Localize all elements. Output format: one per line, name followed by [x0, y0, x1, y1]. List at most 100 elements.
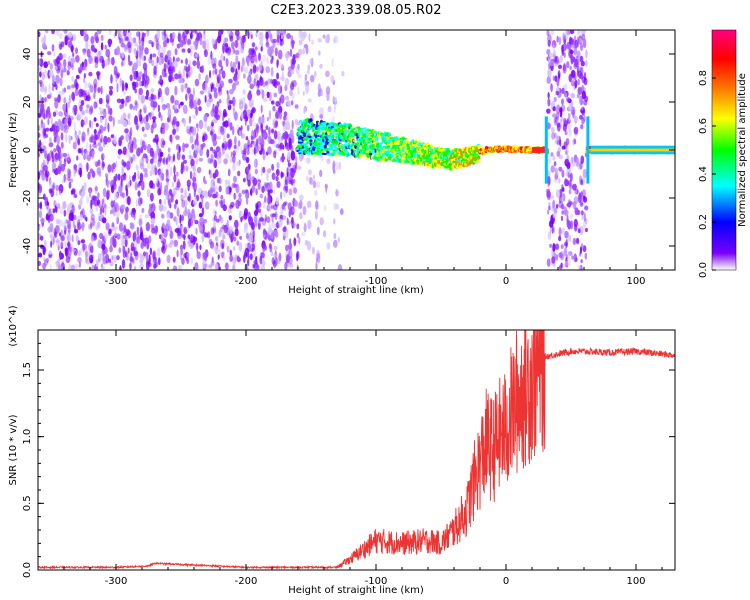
noise-speckle — [271, 217, 274, 222]
noise-speckle — [275, 197, 279, 205]
snr-frame — [37, 329, 676, 571]
noise-speckle — [75, 55, 80, 63]
noise-speckle — [212, 63, 217, 69]
noise-speckle — [580, 124, 584, 130]
ridge-cell — [390, 153, 394, 158]
noise-speckle — [265, 80, 269, 86]
noise-speckle — [90, 44, 95, 52]
noise-speckle — [281, 120, 286, 126]
noise-speckle — [303, 222, 307, 233]
noise-speckle — [100, 42, 104, 51]
noise-speckle — [126, 228, 130, 236]
noise-speckle — [196, 125, 199, 135]
noise-speckle — [236, 124, 240, 131]
noise-speckle — [229, 186, 232, 193]
noise-speckle — [291, 119, 294, 130]
noise-speckle — [234, 228, 239, 237]
ridge-cell — [346, 153, 350, 157]
noise-speckle — [50, 117, 54, 126]
noise-speckle — [251, 42, 256, 48]
ridge-cell — [410, 153, 414, 158]
noise-speckle — [271, 222, 276, 229]
noise-speckle — [63, 158, 67, 167]
ridge-cell — [348, 140, 352, 143]
noise-speckle — [136, 147, 141, 157]
noise-speckle — [258, 63, 261, 71]
noise-speckle — [184, 143, 189, 148]
ridge-cell — [311, 135, 315, 140]
noise-speckle — [186, 73, 189, 79]
noise-speckle — [98, 146, 104, 152]
noise-speckle — [121, 159, 125, 166]
noise-speckle — [227, 168, 231, 177]
carrier-core — [532, 147, 545, 153]
noise-speckle — [183, 117, 186, 127]
noise-speckle — [181, 257, 185, 265]
ridge-cell — [306, 131, 310, 134]
noise-speckle — [51, 184, 56, 191]
colorbar-ticks: 0.00.20.40.60.8 — [698, 70, 716, 278]
noise-speckle — [261, 185, 265, 194]
noise-speckle — [316, 226, 320, 236]
noise-speckle — [137, 190, 141, 197]
noise-speckle — [65, 133, 68, 143]
noise-speckle — [168, 188, 173, 196]
noise-speckle — [576, 65, 580, 74]
noise-speckle — [232, 107, 236, 117]
noise-speckle — [49, 92, 53, 98]
noise-speckle — [95, 224, 99, 231]
ridge-cell — [400, 151, 404, 155]
noise-speckle — [558, 166, 563, 172]
noise-speckle — [118, 247, 122, 254]
noise-speckle — [196, 59, 200, 69]
noise-speckle — [115, 75, 118, 83]
noise-speckle — [236, 255, 240, 262]
noise-speckle — [275, 100, 280, 107]
x-tick-label: -300 — [105, 276, 128, 287]
noise-speckle — [252, 64, 257, 74]
noise-speckle — [320, 113, 323, 120]
ridge-cell — [353, 139, 357, 143]
noise-speckle — [568, 167, 572, 175]
noise-speckle — [143, 55, 147, 61]
noise-speckle — [75, 82, 79, 90]
noise-speckle — [275, 47, 278, 57]
noise-speckle — [49, 263, 52, 270]
noise-speckle — [233, 74, 238, 83]
noise-speckle — [565, 83, 568, 91]
noise-speckle — [555, 111, 560, 121]
noise-speckle — [299, 194, 304, 201]
noise-speckle — [215, 146, 220, 153]
noise-speckle — [320, 154, 324, 162]
noise-speckle — [566, 41, 572, 50]
noise-speckle — [118, 185, 123, 194]
noise-speckle — [115, 205, 120, 212]
noise-speckle — [75, 235, 79, 242]
noise-speckle — [333, 104, 336, 113]
noise-speckle — [64, 241, 67, 248]
noise-speckle — [44, 85, 47, 94]
noise-speckle — [261, 89, 265, 100]
noise-speckle — [156, 176, 159, 185]
noise-speckle — [199, 148, 203, 157]
noise-speckle — [145, 114, 149, 122]
noise-speckle — [104, 207, 107, 216]
noise-speckle — [84, 135, 87, 141]
noise-speckle — [145, 122, 151, 131]
noise-speckle — [223, 255, 226, 261]
noise-speckle — [570, 54, 574, 65]
y-tick-label: 0 — [22, 147, 33, 153]
noise-speckle — [252, 263, 255, 269]
noise-speckle — [546, 108, 551, 114]
noise-speckle — [230, 151, 233, 157]
noise-speckle — [302, 31, 307, 38]
noise-speckle — [294, 119, 298, 125]
noise-speckle — [157, 188, 162, 195]
noise-speckle — [553, 161, 557, 167]
noise-speckle — [547, 98, 551, 107]
noise-speckle — [547, 175, 551, 186]
noise-speckle — [289, 262, 294, 269]
noise-speckle — [68, 168, 72, 179]
noise-speckle — [226, 30, 231, 35]
noise-speckle — [206, 149, 210, 158]
